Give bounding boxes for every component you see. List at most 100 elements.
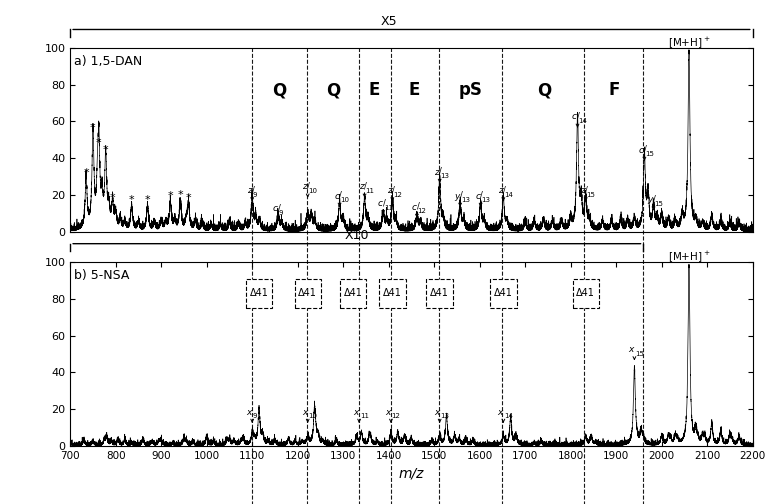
- Text: x: x: [385, 408, 391, 417]
- Text: 15: 15: [635, 351, 644, 357]
- Text: /: /: [654, 195, 656, 203]
- Text: /: /: [586, 185, 588, 194]
- Text: b) 5-NSA: b) 5-NSA: [73, 270, 129, 282]
- Text: z: z: [360, 182, 364, 192]
- Text: X5: X5: [381, 15, 397, 28]
- Text: Δ41: Δ41: [250, 288, 268, 298]
- Text: x: x: [629, 345, 634, 354]
- Text: 13: 13: [441, 413, 449, 419]
- Text: F: F: [608, 81, 619, 99]
- Text: Q: Q: [326, 81, 340, 99]
- Text: a) 1,5-DAN: a) 1,5-DAN: [73, 55, 142, 68]
- Text: 10: 10: [308, 188, 317, 194]
- Text: z: z: [247, 186, 252, 195]
- Text: 9: 9: [278, 210, 283, 216]
- Text: 13: 13: [461, 198, 470, 203]
- Text: 15: 15: [645, 151, 654, 157]
- Text: 11: 11: [360, 413, 369, 419]
- Text: c: c: [378, 199, 383, 208]
- Text: *: *: [83, 167, 89, 177]
- Text: c: c: [572, 112, 577, 121]
- Text: z: z: [498, 186, 503, 195]
- Text: Δ41: Δ41: [431, 288, 449, 298]
- FancyBboxPatch shape: [490, 279, 516, 308]
- Text: /: /: [644, 145, 647, 154]
- Text: x: x: [302, 408, 307, 417]
- FancyBboxPatch shape: [246, 279, 272, 308]
- Text: z: z: [580, 186, 585, 195]
- Text: /: /: [439, 167, 442, 176]
- FancyBboxPatch shape: [295, 279, 321, 308]
- Text: Δ41: Δ41: [298, 288, 317, 298]
- Text: c: c: [273, 205, 278, 214]
- Text: 12: 12: [417, 208, 427, 214]
- Text: y: y: [647, 195, 653, 204]
- Text: X10: X10: [345, 229, 369, 242]
- Text: 14: 14: [578, 118, 587, 124]
- FancyBboxPatch shape: [340, 279, 367, 308]
- Text: /: /: [480, 191, 484, 200]
- Text: /: /: [392, 185, 395, 194]
- Text: /: /: [460, 191, 463, 200]
- Text: z: z: [434, 168, 439, 177]
- Text: /: /: [417, 202, 420, 211]
- Text: 9: 9: [253, 413, 257, 419]
- Text: /: /: [503, 185, 506, 194]
- Text: /: /: [364, 181, 367, 191]
- Text: [M+H]$^+$: [M+H]$^+$: [668, 249, 711, 264]
- Text: 14: 14: [504, 413, 513, 419]
- Text: *: *: [145, 195, 151, 205]
- FancyBboxPatch shape: [379, 279, 406, 308]
- Text: /: /: [278, 204, 281, 213]
- Text: 11: 11: [384, 205, 393, 211]
- Text: y: y: [454, 192, 459, 201]
- Text: pS: pS: [459, 81, 483, 99]
- Text: 13: 13: [441, 173, 449, 179]
- Text: *: *: [103, 146, 108, 156]
- Text: 9: 9: [253, 192, 257, 198]
- X-axis label: m/z: m/z: [399, 467, 424, 480]
- Text: 11: 11: [365, 188, 374, 194]
- Text: Δ41: Δ41: [344, 288, 363, 298]
- Text: 12: 12: [392, 413, 401, 419]
- Text: /: /: [252, 185, 255, 194]
- Text: 13: 13: [481, 198, 491, 203]
- Text: z: z: [303, 182, 307, 192]
- Text: Δ41: Δ41: [383, 288, 402, 298]
- Text: c: c: [412, 203, 417, 212]
- Text: 14: 14: [504, 192, 513, 198]
- Text: 10: 10: [308, 413, 317, 419]
- Text: c: c: [334, 192, 339, 201]
- Text: *: *: [178, 190, 183, 200]
- Text: 12: 12: [393, 192, 402, 198]
- Text: E: E: [408, 81, 420, 99]
- FancyBboxPatch shape: [427, 279, 453, 308]
- FancyBboxPatch shape: [573, 279, 599, 308]
- Text: 15: 15: [654, 201, 663, 207]
- Text: /: /: [383, 198, 386, 207]
- Text: Δ41: Δ41: [576, 288, 595, 298]
- Text: c: c: [639, 146, 644, 155]
- Text: x: x: [353, 408, 359, 417]
- Text: *: *: [168, 192, 173, 202]
- Text: *: *: [96, 138, 101, 148]
- Text: *: *: [186, 194, 191, 203]
- Text: Q: Q: [537, 81, 551, 99]
- Text: /: /: [577, 111, 580, 120]
- Text: x: x: [246, 408, 252, 417]
- Text: *: *: [110, 194, 115, 203]
- Text: z: z: [387, 186, 392, 195]
- Text: [M+H]$^+$: [M+H]$^+$: [668, 35, 711, 50]
- Text: Q: Q: [272, 81, 286, 99]
- Text: E: E: [368, 81, 380, 99]
- Text: /: /: [307, 181, 310, 191]
- Text: x: x: [498, 408, 503, 417]
- Text: Δ41: Δ41: [494, 288, 512, 298]
- Text: 15: 15: [587, 192, 595, 198]
- Text: *: *: [129, 195, 134, 205]
- Text: 10: 10: [340, 198, 349, 203]
- Text: c: c: [475, 192, 480, 201]
- Text: x: x: [434, 408, 439, 417]
- Text: /: /: [339, 191, 342, 200]
- Text: *: *: [90, 123, 96, 134]
